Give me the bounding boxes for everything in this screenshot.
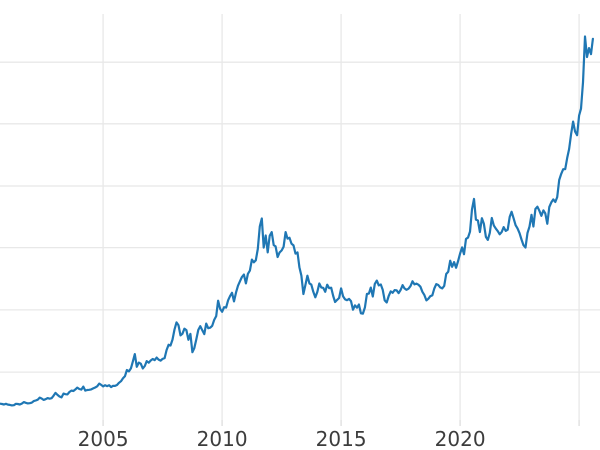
x-axis-ticks: [102, 420, 580, 426]
price-line: [0, 35, 595, 407]
x-tick-label: 2010: [197, 427, 248, 450]
x-tick-label: 2020: [435, 427, 486, 450]
y-gridlines: [0, 61, 600, 373]
x-axis-tick-labels: 2005 2010 2015 2020: [78, 427, 486, 450]
x-gridlines: [102, 14, 580, 420]
x-tick-label: 2005: [78, 427, 129, 450]
series-lines: [0, 35, 595, 407]
x-tick-label: 2015: [316, 427, 367, 450]
